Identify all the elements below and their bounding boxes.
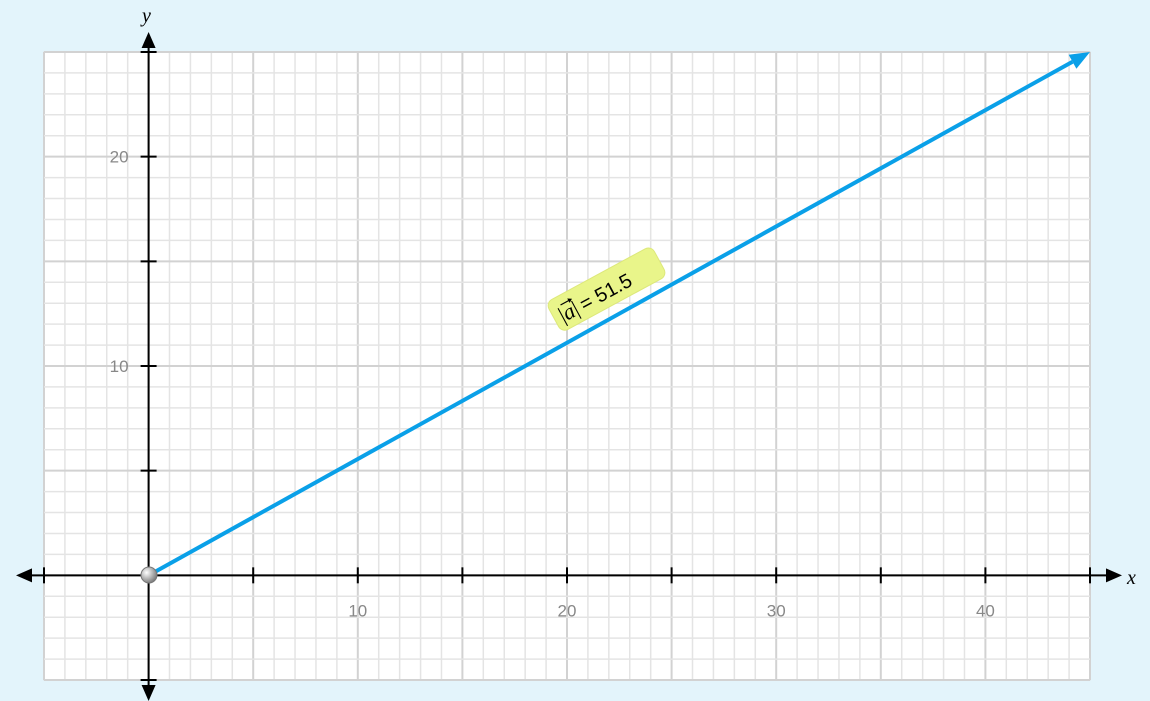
vector-arrowhead[interactable] [1068,52,1090,69]
x-tick-label: 10 [348,601,367,620]
x-axis-right-arrow [1106,568,1122,583]
x-tick-label: 20 [558,601,577,620]
vector-a[interactable] [147,59,1074,578]
origin-point[interactable] [140,566,158,584]
y-axis-up-arrow [141,32,156,48]
x-tick-label: 40 [976,601,995,620]
y-axis-down-arrow [141,685,156,701]
y-tick-label: 20 [110,148,129,167]
ticks: 10 20 30 40 10 20 [43,51,1091,681]
y-axis-name: y [140,5,151,27]
x-tick-label: 30 [767,601,786,620]
magnitude-label: |a|= 51.5 [547,247,666,331]
y-tick-label: 10 [110,357,129,376]
x-axis-name: x [1126,567,1136,589]
vector-arrow-icon [560,298,572,306]
magnitude-label-background [547,247,666,331]
x-axis-left-arrow [16,568,32,583]
